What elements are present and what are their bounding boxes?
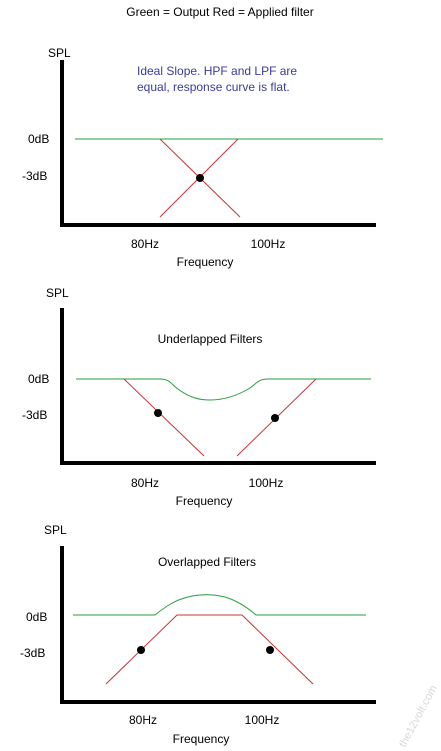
tick-100hz: 100Hz xyxy=(251,237,286,251)
panel-underlapped: SPL Underlapped Filters 0dB -3dB 80Hz 10… xyxy=(22,286,376,508)
axis xyxy=(60,546,376,704)
tick-80hz: 80Hz xyxy=(129,713,157,727)
output-curve xyxy=(73,594,366,616)
x-axis-label: Frequency xyxy=(177,255,234,269)
panel-overlapped: SPL Overlapped Filters 0dB -3dB 80Hz 100… xyxy=(20,523,376,746)
spl-label: SPL xyxy=(46,286,69,300)
tick-80hz: 80Hz xyxy=(131,476,159,490)
axis xyxy=(60,308,376,465)
tick-80hz: 80Hz xyxy=(131,237,159,251)
note-line-1: Ideal Slope. HPF and LPF are xyxy=(137,64,297,78)
panel-title: Underlapped Filters xyxy=(158,332,263,346)
hpf-slope xyxy=(123,378,205,457)
level-0db-label: 0dB xyxy=(28,372,49,386)
x-axis-label: Frequency xyxy=(176,494,233,508)
panel-title: Overlapped Filters xyxy=(158,555,256,569)
level-minus3db-label: -3dB xyxy=(20,646,45,660)
spl-label: SPL xyxy=(48,46,71,60)
x-axis-label: Frequency xyxy=(173,732,230,746)
level-minus3db-label: -3dB xyxy=(22,408,47,422)
level-minus3db-label: -3dB xyxy=(22,169,47,183)
axis xyxy=(60,60,376,227)
hpf-minus3db-point xyxy=(154,409,162,417)
note-line-2: equal, response curve is flat. xyxy=(137,80,290,94)
watermark: the12volt.com xyxy=(397,683,440,749)
header-legend: Green = Output Red = Applied filter xyxy=(126,5,313,19)
lpf-minus3db-point xyxy=(271,414,279,422)
tick-100hz: 100Hz xyxy=(249,476,284,490)
lpf-minus3db-point xyxy=(266,646,274,654)
level-0db-label: 0dB xyxy=(26,610,47,624)
hpf-minus3db-point xyxy=(137,646,145,654)
output-curve xyxy=(76,378,371,401)
spl-label: SPL xyxy=(44,523,67,537)
level-0db-label: 0dB xyxy=(28,132,49,146)
panel-ideal: SPL 0dB -3dB Ideal Slope. HPF and LPF ar… xyxy=(22,46,383,269)
crossover-point xyxy=(196,174,204,182)
tick-100hz: 100Hz xyxy=(245,713,280,727)
